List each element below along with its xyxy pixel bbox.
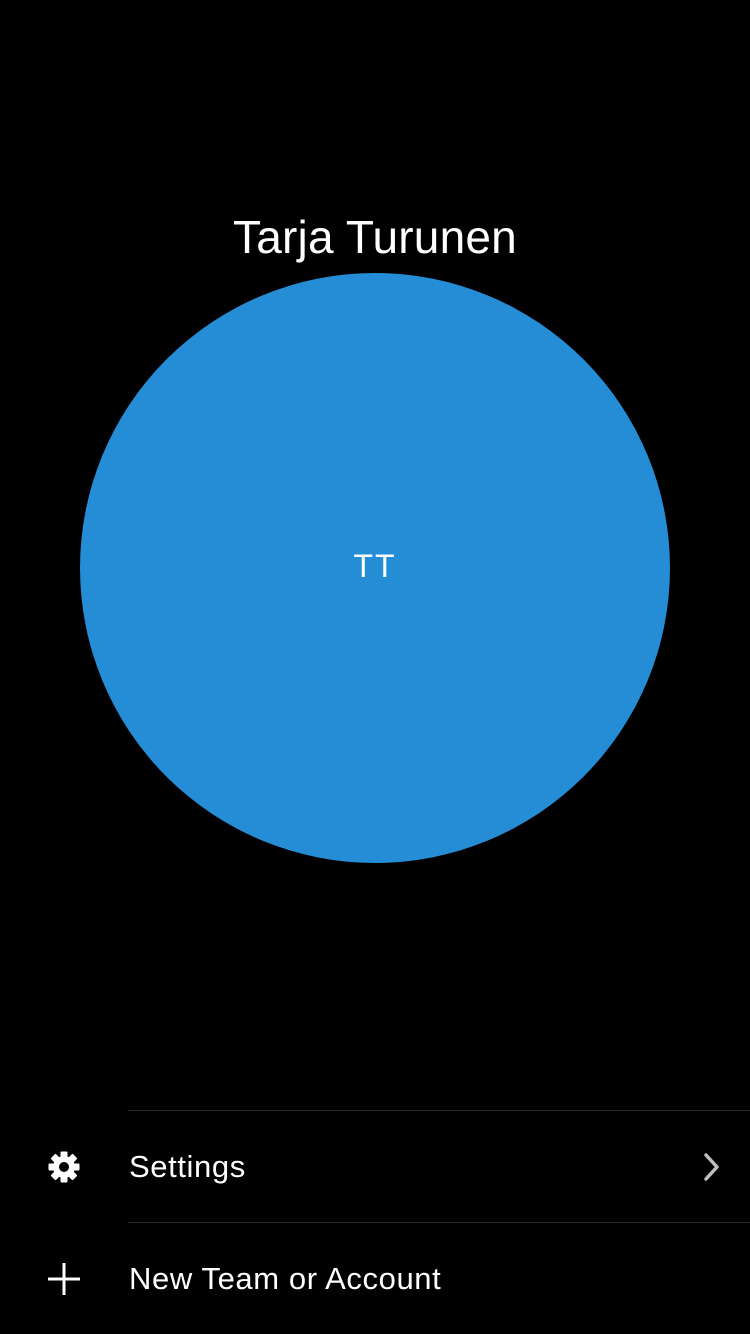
settings-label: Settings — [129, 1148, 246, 1184]
avatar[interactable]: TT — [80, 273, 670, 863]
plus-icon — [46, 1261, 82, 1297]
new-team-or-account-row[interactable]: New Team or Account — [0, 1223, 750, 1334]
account-menu: Settings New Team or Account — [0, 1110, 750, 1334]
profile-name: Tarja Turunen — [233, 211, 517, 263]
avatar-initials: TT — [353, 547, 397, 584]
new-team-or-account-label: New Team or Account — [129, 1260, 442, 1296]
chevron-right-icon — [700, 1152, 722, 1182]
gear-icon — [46, 1149, 82, 1185]
divider — [128, 1222, 750, 1223]
divider — [128, 1110, 750, 1111]
settings-row[interactable]: Settings — [0, 1111, 750, 1222]
